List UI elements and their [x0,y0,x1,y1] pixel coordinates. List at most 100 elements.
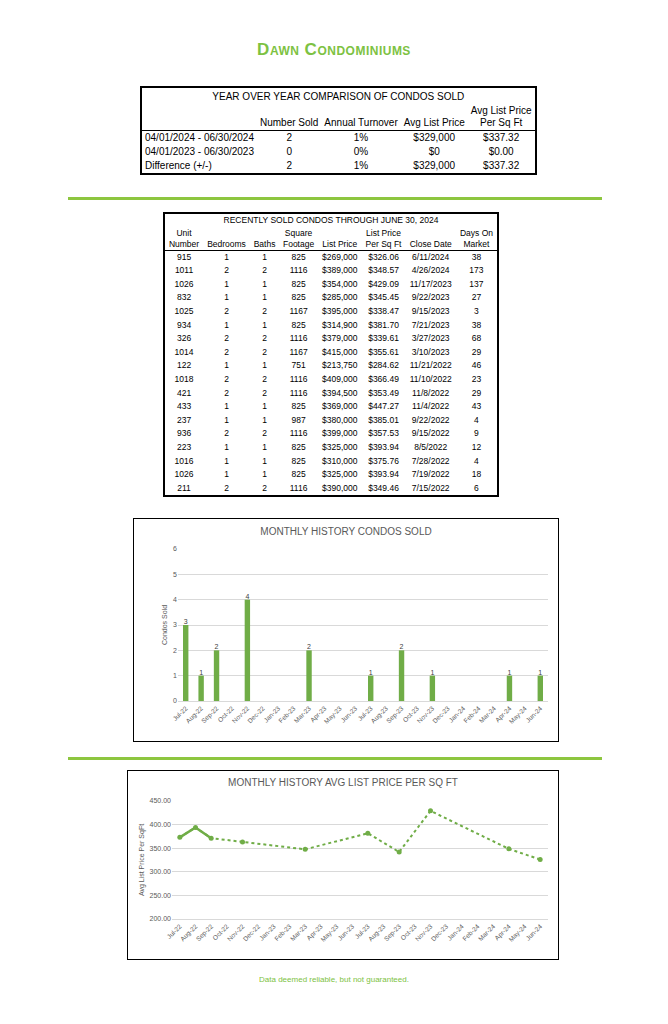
svg-text:Sep-23: Sep-23 [385,704,406,725]
svg-text:1: 1 [199,669,203,676]
svg-text:Jan-23: Jan-23 [262,704,281,723]
html-text:$329,000: $329,000 [413,132,456,143]
svg-text:Oct-23: Oct-23 [401,704,420,723]
svg-text:1: 1 [173,672,177,679]
svg-text:2: 2 [307,643,311,650]
svg-text:4: 4 [245,593,249,600]
svg-text:Jul-22: Jul-22 [171,704,189,722]
html-text:Square: Square [284,227,313,238]
html-text:$0.00: $0.00 [488,146,514,157]
html-text:Unit: Unit [176,227,192,238]
svg-text:200.00: 200.00 [150,915,172,922]
svg-text:Aug-22: Aug-22 [184,704,205,725]
svg-text:Jan-24: Jan-24 [446,922,465,941]
svg-text:MONTHLY HISTORY CONDOS SOLD: MONTHLY HISTORY CONDOS SOLD [260,526,431,537]
svg-text:Apr-23: Apr-23 [309,704,329,724]
svg-text:Oct-22: Oct-22 [211,922,230,941]
svg-text:May-23: May-23 [323,704,344,725]
svg-text:Nov-22: Nov-22 [231,704,251,724]
html-text:$0: $0 [428,146,440,157]
svg-text:Feb-23: Feb-23 [277,704,297,724]
html-text:YEAR OVER YEAR COMPARISON OF C: YEAR OVER YEAR COMPARISON OF CONDOS SOLD [212,91,465,102]
svg-text:Sep-23: Sep-23 [382,922,403,943]
svg-text:1: 1 [369,669,373,676]
html-text:Baths: Baths [253,238,276,249]
svg-text:May-23: May-23 [319,922,340,943]
svg-text:Sep-22: Sep-22 [194,922,215,943]
svg-text:4: 4 [173,596,177,603]
svg-text:Jan-23: Jan-23 [258,922,277,941]
svg-text:Feb-24: Feb-24 [462,704,482,724]
html-text:$337.32: $337.32 [483,132,520,143]
svg-text:Dec-22: Dec-22 [241,922,261,942]
svg-text:Oct-23: Oct-23 [399,922,418,941]
svg-text:Aug-23: Aug-23 [369,704,390,725]
svg-text:3: 3 [173,621,177,628]
svg-text:Avg List Price Per SqFt: Avg List Price Per SqFt [138,824,146,896]
svg-text:Mar-24: Mar-24 [478,704,498,724]
svg-text:300.00: 300.00 [150,868,172,875]
svg-text:Jun-24: Jun-24 [524,704,543,723]
html-text:Avg List Price: Avg List Price [403,117,465,128]
svg-text:Aug-23: Aug-23 [367,922,388,943]
html-text:04/01/2023 - 06/30/2023: 04/01/2023 - 06/30/2023 [145,146,254,157]
svg-text:Dec-23: Dec-23 [429,922,449,942]
svg-text:Jan-24: Jan-24 [447,704,466,723]
svg-text:Jul-22: Jul-22 [165,922,183,940]
svg-text:Dec-23: Dec-23 [431,704,451,724]
svg-text:Feb-24: Feb-24 [461,922,481,942]
svg-text:Jul-23: Jul-23 [356,704,374,722]
svg-text:Mar-24: Mar-24 [477,922,497,942]
html-text:Difference (+/-): Difference (+/-) [145,160,212,171]
html-text:$337.32: $337.32 [483,160,520,171]
svg-text:Nov-23: Nov-23 [414,922,434,942]
html-text:04/01/2024 - 06/30/2024: 04/01/2024 - 06/30/2024 [145,132,254,143]
html-text:Avg List Price: Avg List Price [470,105,532,116]
svg-text:250.00: 250.00 [150,892,172,899]
svg-text:Oct-22: Oct-22 [216,704,235,723]
svg-text:3: 3 [184,618,188,625]
svg-text:Apr-23: Apr-23 [305,922,325,942]
svg-text:Mar-23: Mar-23 [293,704,313,724]
svg-text:Jul-23: Jul-23 [353,922,371,940]
svg-text:400.00: 400.00 [150,821,172,828]
svg-text:Jun-23: Jun-23 [339,704,358,723]
html-text:Footage: Footage [283,238,315,249]
html-text:Annual Turnover: Annual Turnover [324,117,398,128]
svg-text:Nov-22: Nov-22 [226,922,246,942]
svg-text:Jun-23: Jun-23 [336,922,355,941]
html-text:Number Sold: Number Sold [260,117,319,128]
html-text:$329,000: $329,000 [413,160,456,171]
svg-text:Sep-22: Sep-22 [200,704,221,725]
svg-text:Apr-24: Apr-24 [494,704,514,724]
svg-text:MONTHLY HISTORY AVG LIST PRICE: MONTHLY HISTORY AVG LIST PRICE PER SQ FT [228,777,458,788]
html-text:0%: 0% [353,146,369,157]
html-text:1%: 1% [353,132,369,143]
html-text:1%: 1% [353,160,369,171]
svg-text:6: 6 [173,545,177,552]
svg-text:May-24: May-24 [507,922,528,943]
svg-text:2: 2 [215,643,219,650]
html-text:Bedrooms: Bedrooms [207,238,246,249]
svg-text:1: 1 [430,669,434,676]
svg-text:1: 1 [507,669,511,676]
svg-text:Condos Sold: Condos Sold [161,605,168,645]
svg-text:0: 0 [173,697,177,704]
svg-text:Aug-22: Aug-22 [179,922,200,943]
html-text:Per Sq Ft: Per Sq Ft [480,117,523,128]
svg-text:2: 2 [400,643,404,650]
html-text:Dawn Condominiums: Dawn Condominiums [257,40,411,59]
svg-text:Feb-23: Feb-23 [273,922,293,942]
svg-text:2: 2 [173,647,177,654]
svg-text:1: 1 [538,669,542,676]
svg-text:Dec-22: Dec-22 [246,704,266,724]
svg-text:450.00: 450.00 [150,797,172,804]
svg-text:5: 5 [173,571,177,578]
svg-text:Jun-24: Jun-24 [524,922,543,941]
svg-text:May-24: May-24 [508,704,529,725]
svg-text:350.00: 350.00 [150,845,172,852]
svg-text:Nov-23: Nov-23 [416,704,436,724]
svg-text:Apr-24: Apr-24 [493,922,513,942]
svg-text:Mar-23: Mar-23 [289,922,309,942]
html-text:Number: Number [168,238,200,249]
